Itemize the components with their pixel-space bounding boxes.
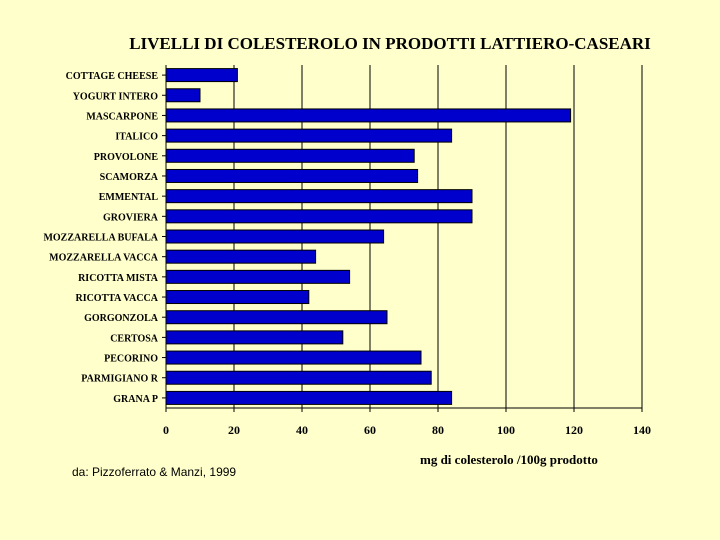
bar-certosa (165, 330, 344, 345)
bar-groviera (165, 209, 473, 224)
category-label-certosa: CERTOSA (110, 333, 159, 344)
bar-ricotta-vacca (165, 290, 310, 305)
bar-mozzarella-bufala (165, 229, 385, 244)
bar-italico (165, 128, 453, 143)
x-tick-label-0: 0 (163, 423, 169, 437)
category-label-provolone: PROVOLONE (94, 152, 159, 163)
bar-gorgonzola (165, 310, 388, 325)
x-tick-label-40: 40 (296, 423, 308, 437)
x-tick-label-80: 80 (432, 423, 444, 437)
source-note: da: Pizzoferrato & Manzi, 1999 (72, 465, 237, 479)
category-label-ricotta-mista: RICOTTA MISTA (78, 273, 159, 284)
x-tick-label-20: 20 (228, 423, 240, 437)
bar-cottage-cheese (165, 68, 238, 83)
category-label-emmental: EMMENTAL (99, 192, 159, 203)
category-label-pecorino: PECORINO (104, 354, 158, 365)
x-axis-label: mg di colesterolo /100g prodotto (420, 452, 598, 467)
bar-grana-p (165, 390, 453, 405)
x-tick-label-100: 100 (497, 423, 515, 437)
category-label-gorgonzola: GORGONZOLA (84, 313, 159, 324)
category-label-groviera: GROVIERA (103, 212, 159, 223)
bar-ricotta-mista (165, 269, 351, 284)
category-label-italico: ITALICO (115, 132, 158, 143)
category-label-grana-p: GRANA P (113, 394, 158, 405)
bar-parmigiano-r (165, 370, 432, 385)
category-label-mascarpone: MASCARPONE (86, 111, 158, 122)
bar-mascarpone (165, 108, 572, 123)
category-label-yogurt-intero: YOGURT INTERO (73, 91, 159, 102)
category-label-mozzarella-bufala: MOZZARELLA BUFALA (43, 233, 158, 244)
category-label-mozzarella-vacca: MOZZARELLA VACCA (49, 253, 159, 264)
bar-yogurt-intero (165, 88, 201, 103)
category-label-scamorza: SCAMORZA (100, 172, 159, 183)
x-tick-label-60: 60 (364, 423, 376, 437)
category-label-parmigiano-r: PARMIGIANO R (81, 374, 159, 385)
x-tick-label-120: 120 (565, 423, 583, 437)
bar-mozzarella-vacca (165, 249, 317, 264)
category-label-ricotta-vacca: RICOTTA VACCA (75, 293, 158, 304)
x-tick-label-140: 140 (633, 423, 651, 437)
category-label-cottage-cheese: COTTAGE CHEESE (66, 71, 159, 82)
bar-provolone (165, 148, 415, 163)
bar-emmental (165, 189, 473, 204)
bar-pecorino (165, 350, 422, 365)
bar-scamorza (165, 168, 419, 183)
chart-title: LIVELLI DI COLESTEROLO IN PRODOTTI LATTI… (129, 34, 651, 53)
